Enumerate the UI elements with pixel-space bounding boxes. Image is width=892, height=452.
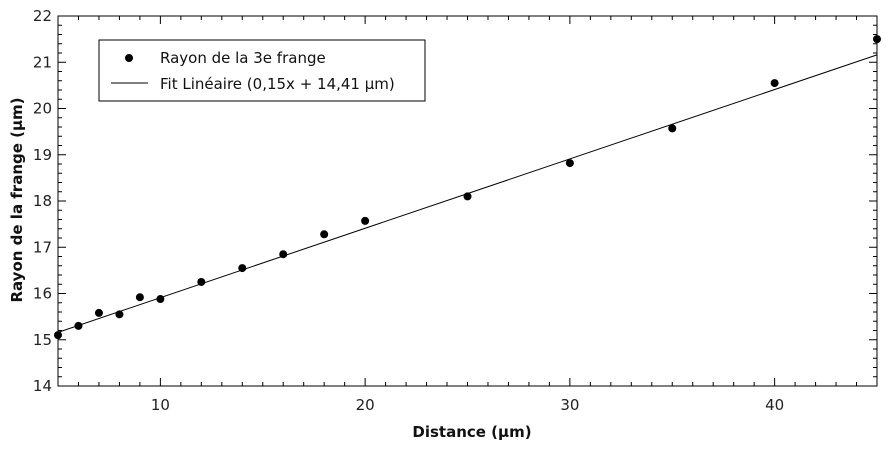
x-tick-label: 10 [151,396,170,414]
data-point [279,250,288,259]
y-tick-label: 19 [33,146,52,164]
data-point [565,159,574,168]
data-point [94,308,103,317]
data-point [197,277,206,286]
data-point [770,79,779,88]
plot-frame [57,15,878,387]
y-tick-label: 22 [33,7,52,25]
legend: Rayon de la 3e frange Fit Linéaire (0,15… [98,39,426,102]
data-point [463,192,472,201]
y-tick-label: 16 [33,285,52,303]
x-tick-label: 20 [356,396,375,414]
legend-marker-points [125,54,133,62]
y-tick-label: 21 [33,53,52,71]
data-point [668,124,677,133]
data-points [54,35,881,340]
x-axis-ticks: 10 20 30 40 [57,16,878,414]
legend-label-fit: Fit Linéaire (0,15x + 14,41 µm) [160,75,395,93]
y-tick-label: 14 [33,377,52,395]
y-tick-label: 20 [33,100,52,118]
y-tick-label: 15 [33,331,52,349]
y-axis-title: Rayon de la frange (µm) [8,97,26,302]
data-point [320,230,329,239]
y-axis-ticks: 14 15 16 17 18 19 20 21 22 [33,7,877,395]
x-tick-label: 40 [765,396,784,414]
data-point [135,293,144,302]
x-tick-label: 30 [560,396,579,414]
data-point [115,310,124,319]
data-point [74,321,83,330]
data-point [156,295,165,304]
y-tick-label: 18 [33,192,52,210]
legend-label-points: Rayon de la 3e frange [160,49,326,67]
y-tick-label: 17 [33,238,52,256]
data-point [361,216,370,225]
data-point [238,264,247,273]
x-axis-title: Distance (µm) [412,423,531,441]
legend-box [98,39,426,102]
